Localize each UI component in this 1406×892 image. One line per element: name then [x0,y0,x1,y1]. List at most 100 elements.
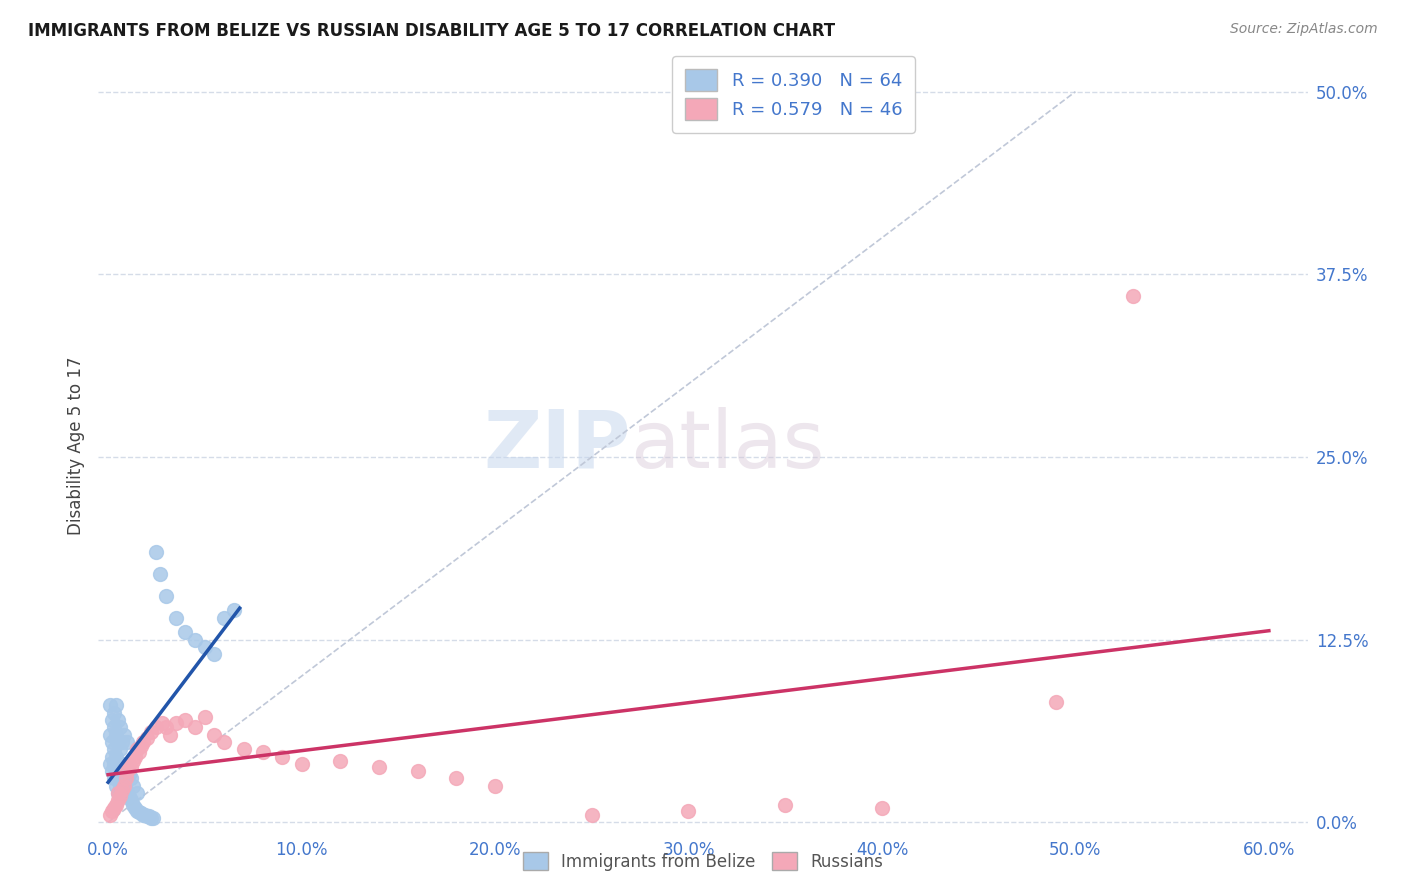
Point [101,804,124,818]
Point [446,772,468,786]
Point [104,797,127,812]
Point [103,720,125,734]
Point [111,768,134,782]
Point [149,566,172,581]
Point [98,728,121,742]
Point [118,789,141,803]
Point [1122,289,1144,303]
Point [678,804,700,818]
Point [101,764,124,778]
Point [194,710,217,724]
Point [232,742,254,756]
Point [111,783,134,797]
Point [103,742,125,756]
Point [132,808,155,822]
Legend: R = 0.390   N = 64, R = 0.579   N = 46: R = 0.390 N = 64, R = 0.579 N = 46 [672,56,915,133]
Point [107,713,129,727]
Point [118,756,141,771]
Y-axis label: Disability Age 5 to 17: Disability Age 5 to 17 [66,357,84,535]
Point [117,735,139,749]
Point [870,800,893,814]
Point [103,756,125,771]
Point [112,756,135,771]
Point [174,713,197,727]
Point [98,756,121,771]
Point [128,745,150,759]
Point [165,715,187,730]
Point [204,728,226,742]
Point [134,808,156,822]
Point [112,779,135,793]
Point [127,804,149,818]
Point [117,764,139,778]
Point [484,779,506,793]
Point [150,715,173,730]
Point [122,779,145,793]
Point [773,797,796,812]
Point [155,589,177,603]
Point [122,754,145,768]
Point [135,731,157,745]
Point [212,610,235,624]
Point [127,742,149,756]
Point [145,720,167,734]
Point [104,779,127,793]
Point [112,728,135,742]
Text: Source: ZipAtlas.com: Source: ZipAtlas.com [1230,22,1378,37]
Point [139,811,162,825]
Point [290,756,312,771]
Point [108,789,131,803]
Point [107,786,129,800]
Point [117,786,139,800]
Point [124,800,146,814]
Text: IMMIGRANTS FROM BELIZE VS RUSSIAN DISABILITY AGE 5 TO 17 CORRELATION CHART: IMMIGRANTS FROM BELIZE VS RUSSIAN DISABI… [28,22,835,40]
Point [271,749,294,764]
Point [108,779,131,793]
Point [107,756,129,771]
Point [222,603,245,617]
Point [118,768,141,782]
Point [128,805,150,819]
Point [135,809,157,823]
Point [1045,695,1067,709]
Point [142,811,165,825]
Point [194,640,217,654]
Point [155,720,177,734]
Point [165,610,187,624]
Text: atlas: atlas [630,407,825,485]
Point [252,745,274,759]
Point [204,647,226,661]
Legend: Immigrants from Belize, Russians: Immigrants from Belize, Russians [515,844,891,880]
Point [406,764,429,778]
Point [111,735,134,749]
Point [107,772,129,786]
Point [132,735,155,749]
Text: ZIP: ZIP [484,407,630,485]
Point [114,783,136,797]
Point [368,760,391,774]
Point [122,797,145,812]
Point [111,786,134,800]
Point [127,786,149,800]
Point [103,800,125,814]
Point [117,764,139,778]
Point [108,742,131,756]
Point [104,698,127,713]
Point [139,724,162,739]
Point [120,772,142,786]
Point [212,735,235,749]
Point [120,793,142,807]
Point [107,735,129,749]
Point [101,713,124,727]
Point [103,706,125,720]
Point [104,764,127,778]
Point [101,735,124,749]
Point [112,779,135,793]
Point [145,545,167,559]
Point [329,754,352,768]
Point [103,772,125,786]
Point [104,728,127,742]
Point [108,764,131,778]
Point [129,806,152,821]
Point [184,632,207,647]
